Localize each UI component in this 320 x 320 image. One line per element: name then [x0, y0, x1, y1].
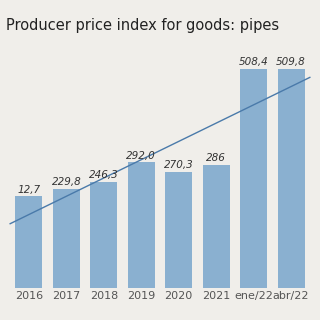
Bar: [90, 182, 117, 288]
Bar: [203, 165, 230, 288]
Bar: [53, 189, 80, 288]
Text: 509,8: 509,8: [276, 57, 306, 67]
Text: 508,4: 508,4: [239, 58, 268, 68]
Text: Producer price index for goods: pipes: Producer price index for goods: pipes: [6, 18, 280, 33]
Text: 229,8: 229,8: [52, 177, 81, 188]
Bar: [128, 162, 155, 288]
Text: 270,3: 270,3: [164, 160, 194, 170]
Bar: [278, 68, 305, 288]
Text: 286: 286: [206, 153, 226, 163]
Bar: [15, 196, 42, 288]
Text: 246,3: 246,3: [89, 170, 119, 180]
Text: 292,0: 292,0: [126, 151, 156, 161]
Bar: [165, 172, 192, 288]
Text: 12,7: 12,7: [17, 185, 40, 195]
Bar: [240, 69, 267, 288]
